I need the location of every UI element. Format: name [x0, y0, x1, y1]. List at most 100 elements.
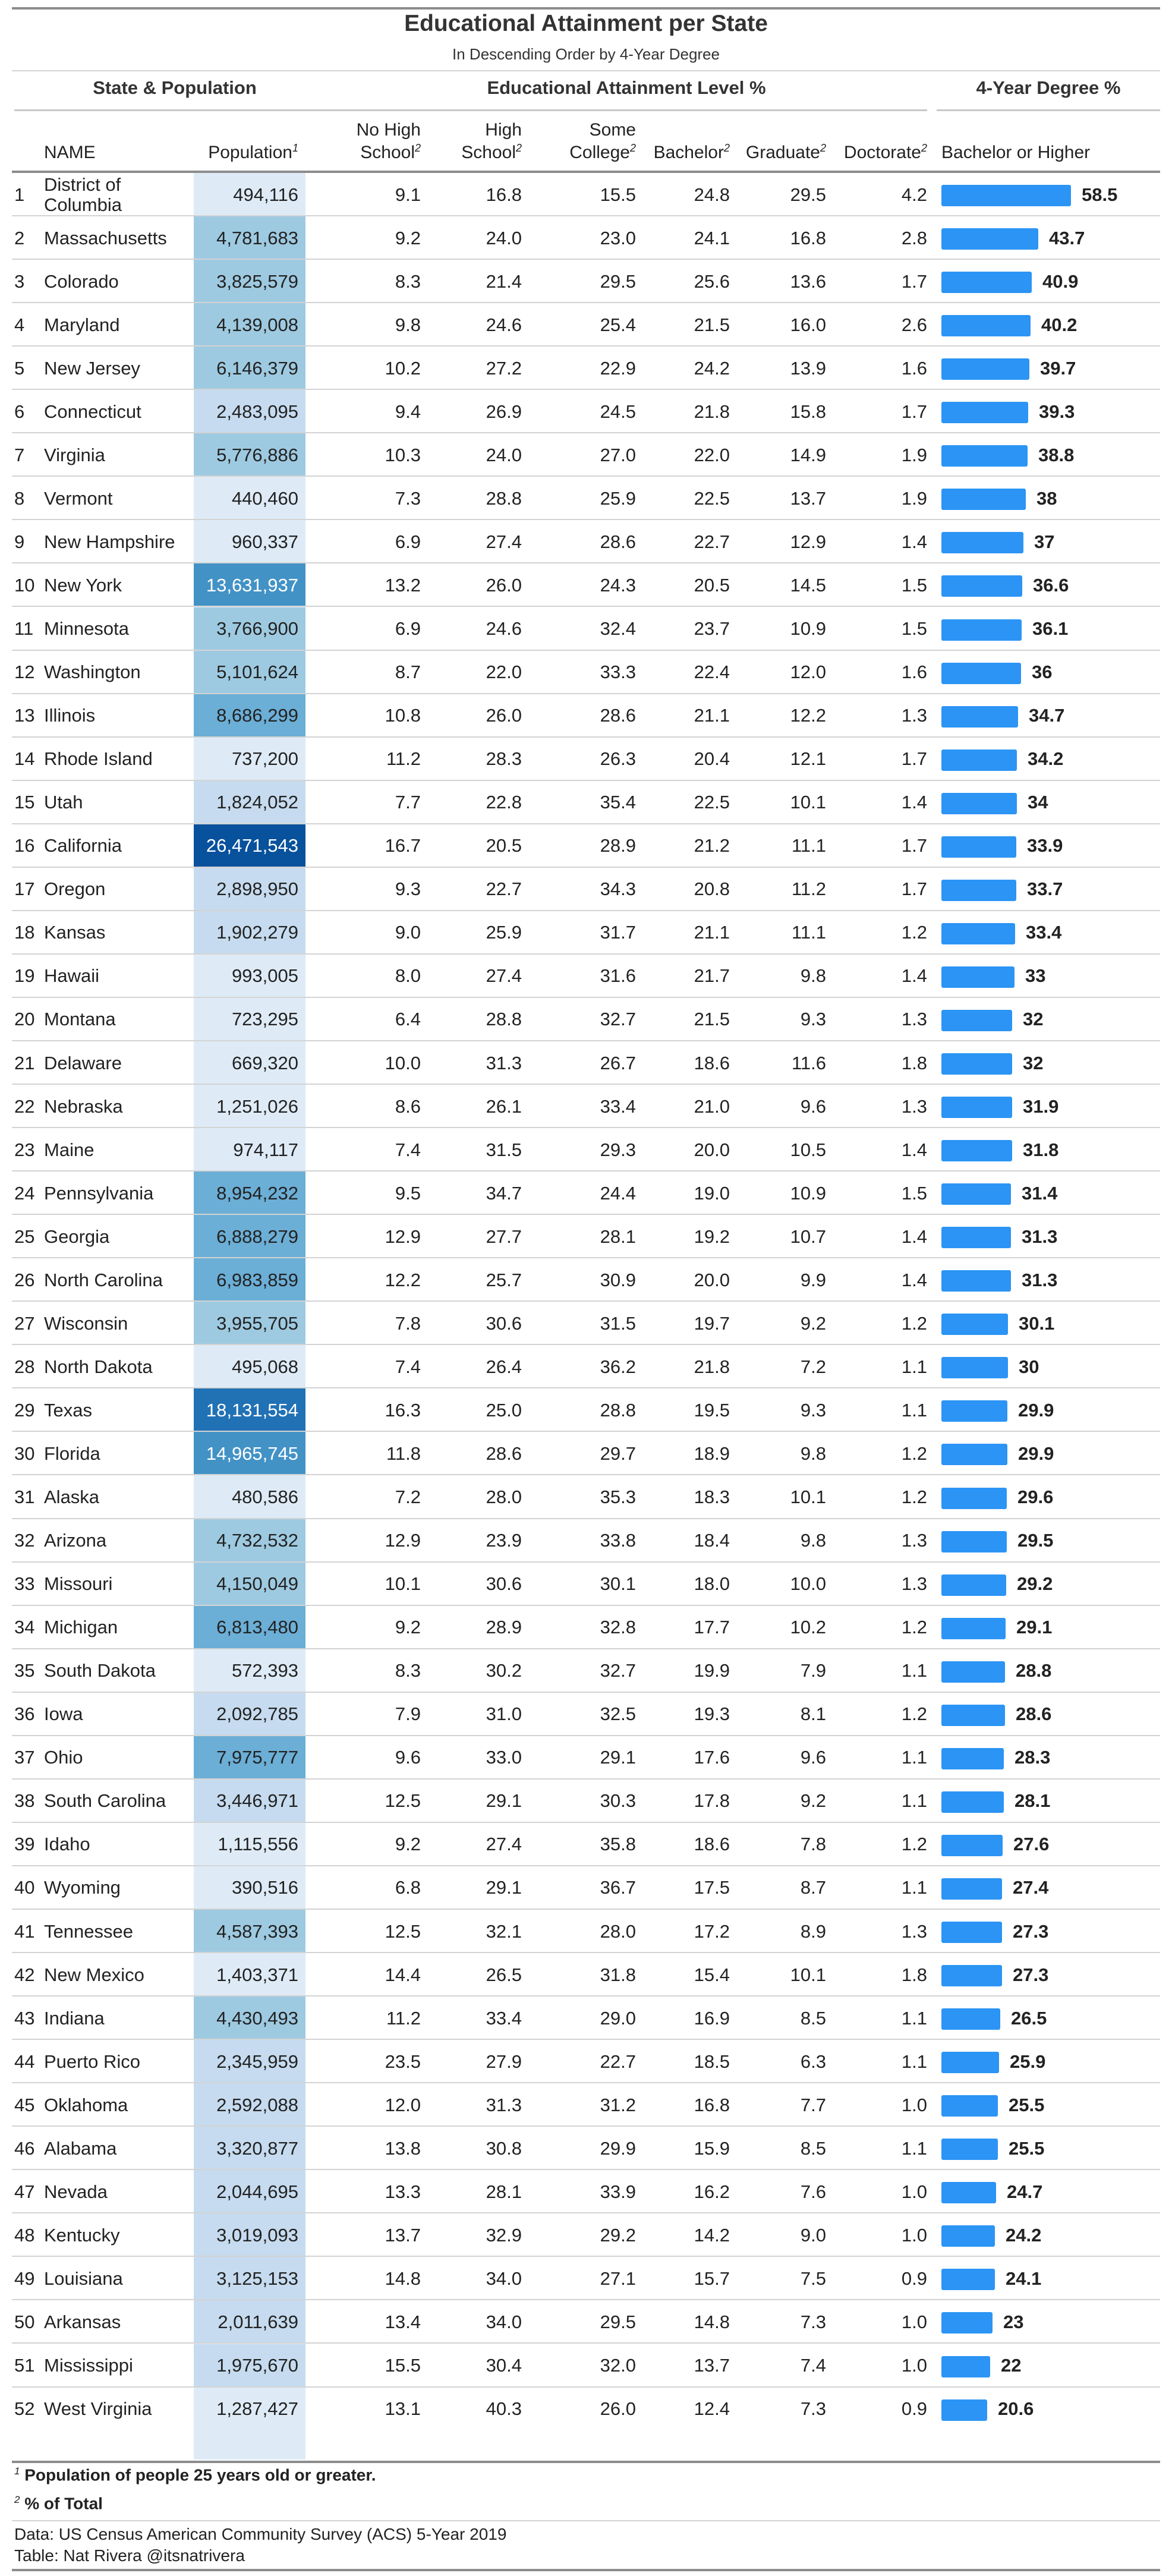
row-separator: [12, 1214, 1160, 1215]
row-doc-value: 1.4: [901, 1139, 927, 1160]
row-no-hs-value: 9.8: [395, 314, 421, 335]
table-row: 25 Georgia 6,888,279 12.9 27.7 28.1 19.2 10.7 1.…: [0, 1215, 1172, 1259]
row-state-name: Louisiana: [44, 2268, 123, 2289]
row-doc-value: 1.2: [901, 1617, 927, 1638]
degree-bar: [941, 1097, 1012, 1119]
row-state-name: Arkansas: [44, 2311, 121, 2332]
row-hs-value: 32.9: [486, 2224, 522, 2246]
row-doc-value: 1.0: [901, 2181, 927, 2202]
row-grad-value: 12.0: [790, 662, 826, 683]
row-rank: 44: [14, 2051, 35, 2072]
row-bach-value: 22.0: [694, 444, 730, 465]
row-doc-value: 1.7: [901, 270, 927, 292]
row-no-hs-value: 6.9: [395, 531, 421, 552]
row-grad-value: 9.3: [800, 1009, 826, 1030]
row-doc-value: 1.3: [901, 1095, 927, 1117]
row-state-name: Nebraska: [44, 1095, 123, 1117]
row-population: 3,766,900: [194, 607, 305, 651]
row-some-value: 15.5: [600, 184, 636, 205]
degree-label: 29.5: [1017, 1530, 1054, 1551]
row-population: 18,131,554: [194, 1388, 305, 1432]
row-hs-value: 31.3: [486, 1052, 522, 1073]
row-some-value: 28.1: [600, 1226, 636, 1247]
row-separator: [12, 345, 1160, 347]
row-bach-value: 19.3: [694, 1703, 730, 1725]
row-no-hs-value: 6.4: [395, 1009, 421, 1030]
degree-label: 39.3: [1039, 401, 1075, 422]
row-some-value: 32.7: [600, 1660, 636, 1681]
row-no-hs-value: 7.4: [395, 1139, 421, 1160]
row-hs-value: 29.1: [486, 1790, 522, 1812]
row-rank: 5: [14, 357, 25, 379]
row-state-name: New Hampshire: [44, 531, 175, 552]
row-no-hs-value: 9.1: [395, 184, 421, 205]
row-some-value: 22.7: [600, 2051, 636, 2072]
row-grad-value: 8.1: [800, 1703, 826, 1725]
table-row: 27 Wisconsin 3,955,705 7.8 30.6 31.5 19.7 9.2 1.…: [0, 1302, 1172, 1346]
degree-label: 30: [1019, 1356, 1039, 1377]
row-grad-value: 10.1: [790, 1487, 826, 1507]
degree-bar: [941, 1009, 1012, 1031]
row-hs-value: 32.1: [486, 1920, 522, 1942]
row-grad-value: 8.7: [800, 1877, 826, 1898]
row-rank: 1: [14, 184, 25, 205]
row-hs-value: 33.0: [486, 1747, 522, 1768]
row-separator: [12, 2212, 1160, 2214]
row-separator: [12, 866, 1160, 868]
table-row: 44 Puerto Rico 2,345,959 23.5 27.9 22.7 18.5 6.…: [0, 2040, 1172, 2084]
row-rank: 50: [14, 2311, 35, 2332]
table-row: 50 Arkansas 2,011,639 13.4 34.0 29.5 14.8 7.3 1.…: [0, 2300, 1172, 2344]
degree-label: 38.8: [1038, 444, 1075, 465]
col-header-doctorate: Doctorate2: [843, 142, 927, 162]
row-grad-value: 15.8: [790, 401, 826, 422]
row-separator: [12, 1344, 1160, 1346]
row-population: 4,587,393: [194, 1910, 305, 1953]
row-bach-value: 20.4: [694, 748, 730, 770]
row-some-value: 24.5: [600, 401, 636, 422]
degree-bar: [941, 2008, 1000, 2030]
row-state-name: Vermont: [44, 487, 113, 509]
row-state-name: North Carolina: [44, 1269, 163, 1290]
row-separator: [12, 1778, 1160, 1780]
row-bach-value: 24.1: [694, 227, 730, 248]
col-header-some-college: Some College2: [569, 120, 636, 162]
col-header-no-high-school: No High School2: [356, 120, 421, 162]
row-some-value: 35.4: [600, 792, 636, 813]
row-state-name: Washington: [44, 662, 141, 683]
row-rank: 6: [14, 401, 25, 422]
row-separator: [12, 2082, 1160, 2084]
row-some-value: 33.3: [600, 662, 636, 683]
row-rank: 36: [14, 1703, 35, 1725]
degree-bar: [941, 619, 1022, 641]
row-some-value: 28.0: [600, 1920, 636, 1942]
row-grad-value: 12.2: [790, 705, 826, 726]
row-some-value: 29.2: [600, 2224, 636, 2246]
degree-label: 32: [1023, 1052, 1044, 1073]
row-state-name: Kansas: [44, 922, 106, 943]
row-hs-value: 23.9: [486, 1530, 522, 1551]
row-separator: [12, 2342, 1160, 2344]
row-bach-value: 21.8: [694, 401, 730, 422]
row-doc-value: 1.3: [901, 1920, 927, 1942]
degree-bar: [941, 2052, 999, 2074]
row-bach-value: 21.8: [694, 1356, 730, 1377]
table-row: 15 Utah 1,824,052 7.7 22.8 35.4 22.5 10.1 1.4 34: [0, 780, 1172, 824]
row-population: 974,117: [194, 1128, 305, 1172]
row-no-hs-value: 10.3: [385, 444, 421, 465]
row-grad-value: 7.3: [800, 2311, 826, 2332]
row-population: 669,320: [194, 1041, 305, 1085]
row-hs-value: 30.6: [486, 1573, 522, 1595]
row-rank: 39: [14, 1834, 35, 1855]
row-no-hs-value: 9.2: [395, 1834, 421, 1855]
degree-label: 33.4: [1026, 922, 1062, 943]
row-population: 1,403,371: [194, 1953, 305, 1997]
row-state-name: Virginia: [44, 444, 105, 465]
degree-label: 33.7: [1027, 878, 1063, 900]
degree-label: 31.9: [1023, 1095, 1059, 1117]
row-hs-value: 27.4: [486, 531, 522, 552]
row-grad-value: 10.9: [790, 618, 826, 639]
row-rank: 13: [14, 705, 35, 726]
row-doc-value: 0.9: [901, 2268, 927, 2289]
row-grad-value: 10.9: [790, 1182, 826, 1204]
degree-bar: [941, 1791, 1004, 1813]
